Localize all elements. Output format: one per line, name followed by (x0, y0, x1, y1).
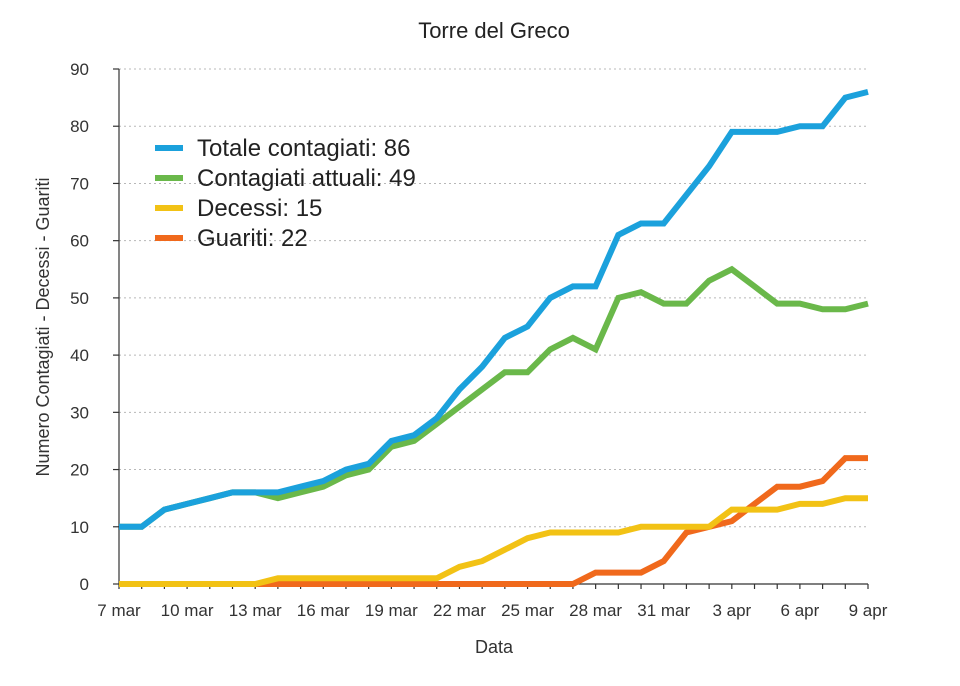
y-tick-label: 10 (70, 518, 89, 537)
legend: Totale contagiati: 86 Contagiati attuali:… (155, 135, 416, 252)
series-lines (119, 88, 869, 587)
y-tick-labels: 0 10 20 30 40 50 60 70 80 90 (70, 60, 89, 594)
x-tick-label: 25 mar (501, 601, 554, 620)
x-tick-label: 7 mar (97, 601, 141, 620)
legend-label: Contagiati attuali: 49 (197, 165, 416, 192)
y-tick-label: 20 (70, 461, 89, 480)
y-tick-label: 70 (70, 174, 89, 193)
x-tick-label: 10 mar (161, 601, 214, 620)
x-tick-label: 3 apr (712, 601, 751, 620)
series-line-0 (119, 88, 869, 530)
x-tick-label: 28 mar (569, 601, 622, 620)
x-axis-label: Data (475, 637, 514, 657)
series-line-1 (119, 265, 869, 530)
legend-label: Totale contagiati: 86 (197, 135, 410, 162)
x-tick-label: 6 apr (781, 601, 820, 620)
x-tick-labels: 7 mar 10 mar 13 mar 16 mar 19 mar 22 mar 25 ma… (97, 601, 887, 620)
y-axis-label: Numero Contagiati - Decessi - Guariti (33, 177, 53, 476)
legend-label: Guariti: 22 (197, 225, 308, 252)
y-tick-label: 90 (70, 60, 89, 79)
x-tick-label: 13 mar (229, 601, 282, 620)
y-tick-label: 50 (70, 289, 89, 308)
y-tick-label: 80 (70, 117, 89, 136)
x-tick-label: 9 apr (849, 601, 888, 620)
x-tick-label: 31 mar (637, 601, 690, 620)
y-tick-label: 30 (70, 403, 89, 422)
x-tick-label: 19 mar (365, 601, 418, 620)
chart-title: Torre del Greco (418, 18, 570, 43)
x-tick-label: 16 mar (297, 601, 350, 620)
y-tick-label: 0 (80, 575, 89, 594)
y-tick-label: 40 (70, 346, 89, 365)
series-line-3 (119, 455, 868, 587)
series-line-2 (119, 495, 868, 587)
y-tick-label: 60 (70, 232, 89, 251)
legend-label: Decessi: 15 (197, 195, 322, 222)
x-tick-label: 22 mar (433, 601, 486, 620)
